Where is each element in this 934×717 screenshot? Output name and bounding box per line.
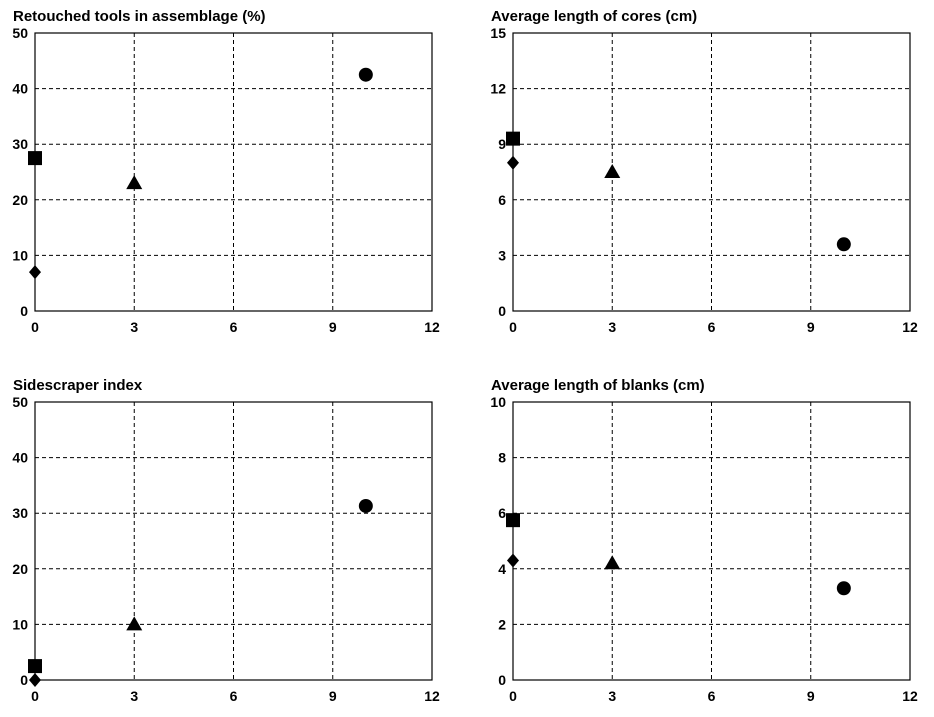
x-tick-label: 3 — [608, 319, 616, 335]
data-point-diamond — [29, 673, 41, 687]
x-tick-label: 3 — [130, 319, 138, 335]
y-tick-label: 50 — [12, 25, 28, 41]
data-point-square — [28, 659, 42, 674]
chart-panel-1: Retouched tools in assemblage (%)0102030… — [12, 8, 440, 335]
y-tick-label: 9 — [498, 136, 506, 152]
y-tick-label: 0 — [498, 672, 506, 688]
y-tick-label: 2 — [498, 616, 506, 632]
y-tick-label: 50 — [12, 394, 28, 410]
y-tick-label: 10 — [12, 247, 28, 263]
data-point-square — [28, 151, 42, 166]
chart-title: Average length of blanks (cm) — [491, 377, 705, 394]
chart-title: Average length of cores (cm) — [491, 8, 697, 25]
plot-border — [34, 32, 433, 312]
data-point-circle — [836, 581, 851, 596]
x-tick-label: 9 — [329, 319, 337, 335]
y-tick-label: 30 — [12, 136, 28, 152]
data-point-triangle — [126, 616, 143, 631]
x-tick-label: 12 — [902, 319, 918, 335]
data-point-square — [506, 513, 520, 528]
y-tick-label: 0 — [498, 303, 506, 319]
y-tick-label: 15 — [490, 25, 506, 41]
y-tick-label: 8 — [498, 450, 506, 466]
y-tick-label: 6 — [498, 505, 506, 521]
y-tick-label: 40 — [12, 450, 28, 466]
data-point-triangle — [604, 164, 621, 178]
data-point-square — [506, 131, 520, 146]
x-tick-label: 12 — [424, 319, 440, 335]
x-tick-label: 9 — [807, 319, 815, 335]
data-point-diamond — [507, 553, 519, 568]
data-point-triangle — [604, 555, 621, 570]
chart-panel-4: Average length of blanks (cm) 0 2 4 6 8 10 0 3 6 9… — [490, 377, 918, 704]
x-tick-label: 0 — [509, 688, 517, 704]
y-tick-label: 10 — [490, 394, 506, 410]
chart-title: Sidescraper index — [13, 377, 143, 394]
data-point-circle — [358, 498, 373, 513]
x-tick-label: 6 — [230, 319, 238, 335]
x-tick-label: 9 — [329, 688, 337, 704]
y-tick-label: 20 — [12, 192, 28, 208]
data-point-triangle — [126, 175, 143, 190]
y-tick-label: 30 — [12, 505, 28, 521]
data-point-diamond — [507, 155, 519, 170]
x-tick-label: 6 — [708, 319, 716, 335]
y-tick-label: 3 — [498, 247, 506, 263]
x-tick-label: 9 — [807, 688, 815, 704]
y-tick-label: 4 — [498, 561, 506, 577]
y-tick-label: 20 — [12, 561, 28, 577]
y-tick-label: 10 — [12, 616, 28, 632]
data-point-diamond — [29, 265, 41, 280]
x-tick-label: 0 — [31, 319, 39, 335]
y-tick-label: 0 — [20, 672, 28, 688]
y-tick-label: 0 — [20, 303, 28, 319]
x-tick-label: 12 — [424, 688, 440, 704]
chart-panel-3: Sidescraper index 0 10 20 30 40 50 0 3 6 9 12 — [12, 377, 440, 704]
x-tick-label: 6 — [230, 688, 238, 704]
x-tick-label: 3 — [130, 688, 138, 704]
x-tick-label: 12 — [902, 688, 918, 704]
plot-border — [34, 401, 433, 681]
data-point-circle — [836, 237, 851, 252]
plot-border — [512, 32, 911, 312]
y-tick-label: 6 — [498, 192, 506, 208]
x-tick-label: 0 — [509, 319, 517, 335]
chart-title: Retouched tools in assemblage (%) — [13, 8, 266, 25]
y-tick-label: 40 — [12, 81, 28, 97]
data-point-circle — [358, 67, 373, 82]
chart-panel-2: Average length of cores (cm) 0 3 6 9 12 15 0 3 6 9… — [490, 8, 918, 335]
x-tick-label: 3 — [608, 688, 616, 704]
x-tick-label: 6 — [708, 688, 716, 704]
x-tick-label: 0 — [31, 688, 39, 704]
y-tick-label: 12 — [490, 81, 506, 97]
plot-border — [512, 401, 911, 681]
